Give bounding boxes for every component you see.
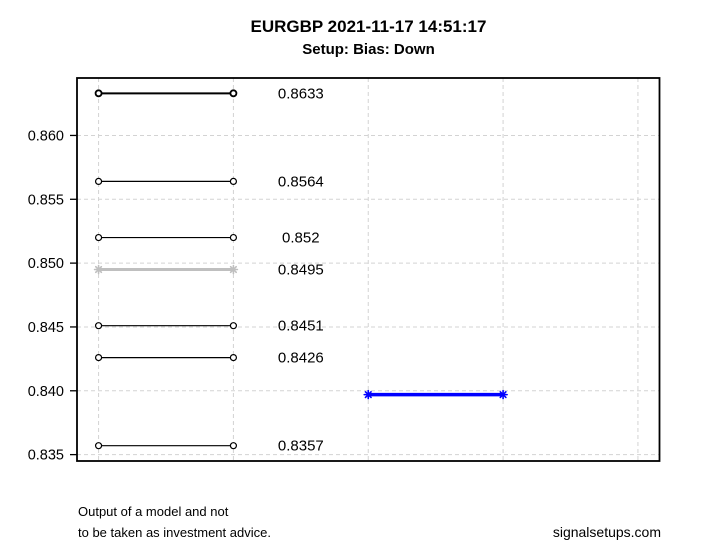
- endpoint-circle-marker: [229, 322, 238, 330]
- endpoint-asterisk-marker: [363, 389, 374, 400]
- price-level-label: 0.8451: [278, 318, 324, 335]
- endpoint-circle-marker: [229, 233, 238, 242]
- y-axis-tick-label: 0.860: [28, 128, 64, 144]
- disclaimer-line-2: to be taken as investment advice.: [78, 525, 271, 540]
- endpoint-circle-marker: [94, 442, 103, 450]
- price-level-label: 0.8357: [278, 438, 324, 455]
- endpoint-circle-marker: [229, 177, 238, 186]
- price-level-label: 0.8426: [278, 350, 324, 367]
- endpoint-circle-marker: [94, 89, 103, 98]
- endpoint-asterisk-marker: [228, 264, 239, 275]
- disclaimer-line-1: Output of a model and not: [78, 504, 229, 519]
- y-axis-tick-label: 0.850: [28, 256, 64, 272]
- chart-subtitle: Setup: Bias: Down: [302, 41, 435, 58]
- plot-border: [76, 77, 661, 462]
- price-level-label: 0.8495: [278, 262, 324, 279]
- y-axis-tick-label: 0.840: [28, 384, 64, 400]
- y-axis-tick-label: 0.855: [28, 192, 64, 208]
- disclaimer-text: Output of a model and not to be taken as…: [78, 501, 271, 543]
- watermark-text: signalsetups.com: [552, 524, 661, 540]
- price-level-label: 0.8633: [278, 85, 324, 102]
- endpoint-circle-marker: [94, 353, 103, 362]
- y-axis-tick-label: 0.845: [28, 320, 64, 336]
- price-level-label: 0.852: [282, 230, 320, 247]
- endpoint-circle-marker: [94, 233, 103, 242]
- endpoint-circle-marker: [94, 177, 103, 186]
- endpoint-asterisk-marker: [93, 264, 104, 275]
- endpoint-circle-marker: [229, 353, 238, 362]
- endpoint-circle-marker: [229, 89, 238, 98]
- y-axis-tick-label: 0.835: [28, 448, 64, 464]
- endpoint-circle-marker: [229, 442, 238, 450]
- chart-title: EURGBP 2021-11-17 14:51:17: [250, 17, 487, 36]
- price-level-label: 0.8564: [278, 173, 324, 190]
- endpoint-circle-marker: [94, 322, 103, 330]
- endpoint-asterisk-marker: [498, 389, 508, 400]
